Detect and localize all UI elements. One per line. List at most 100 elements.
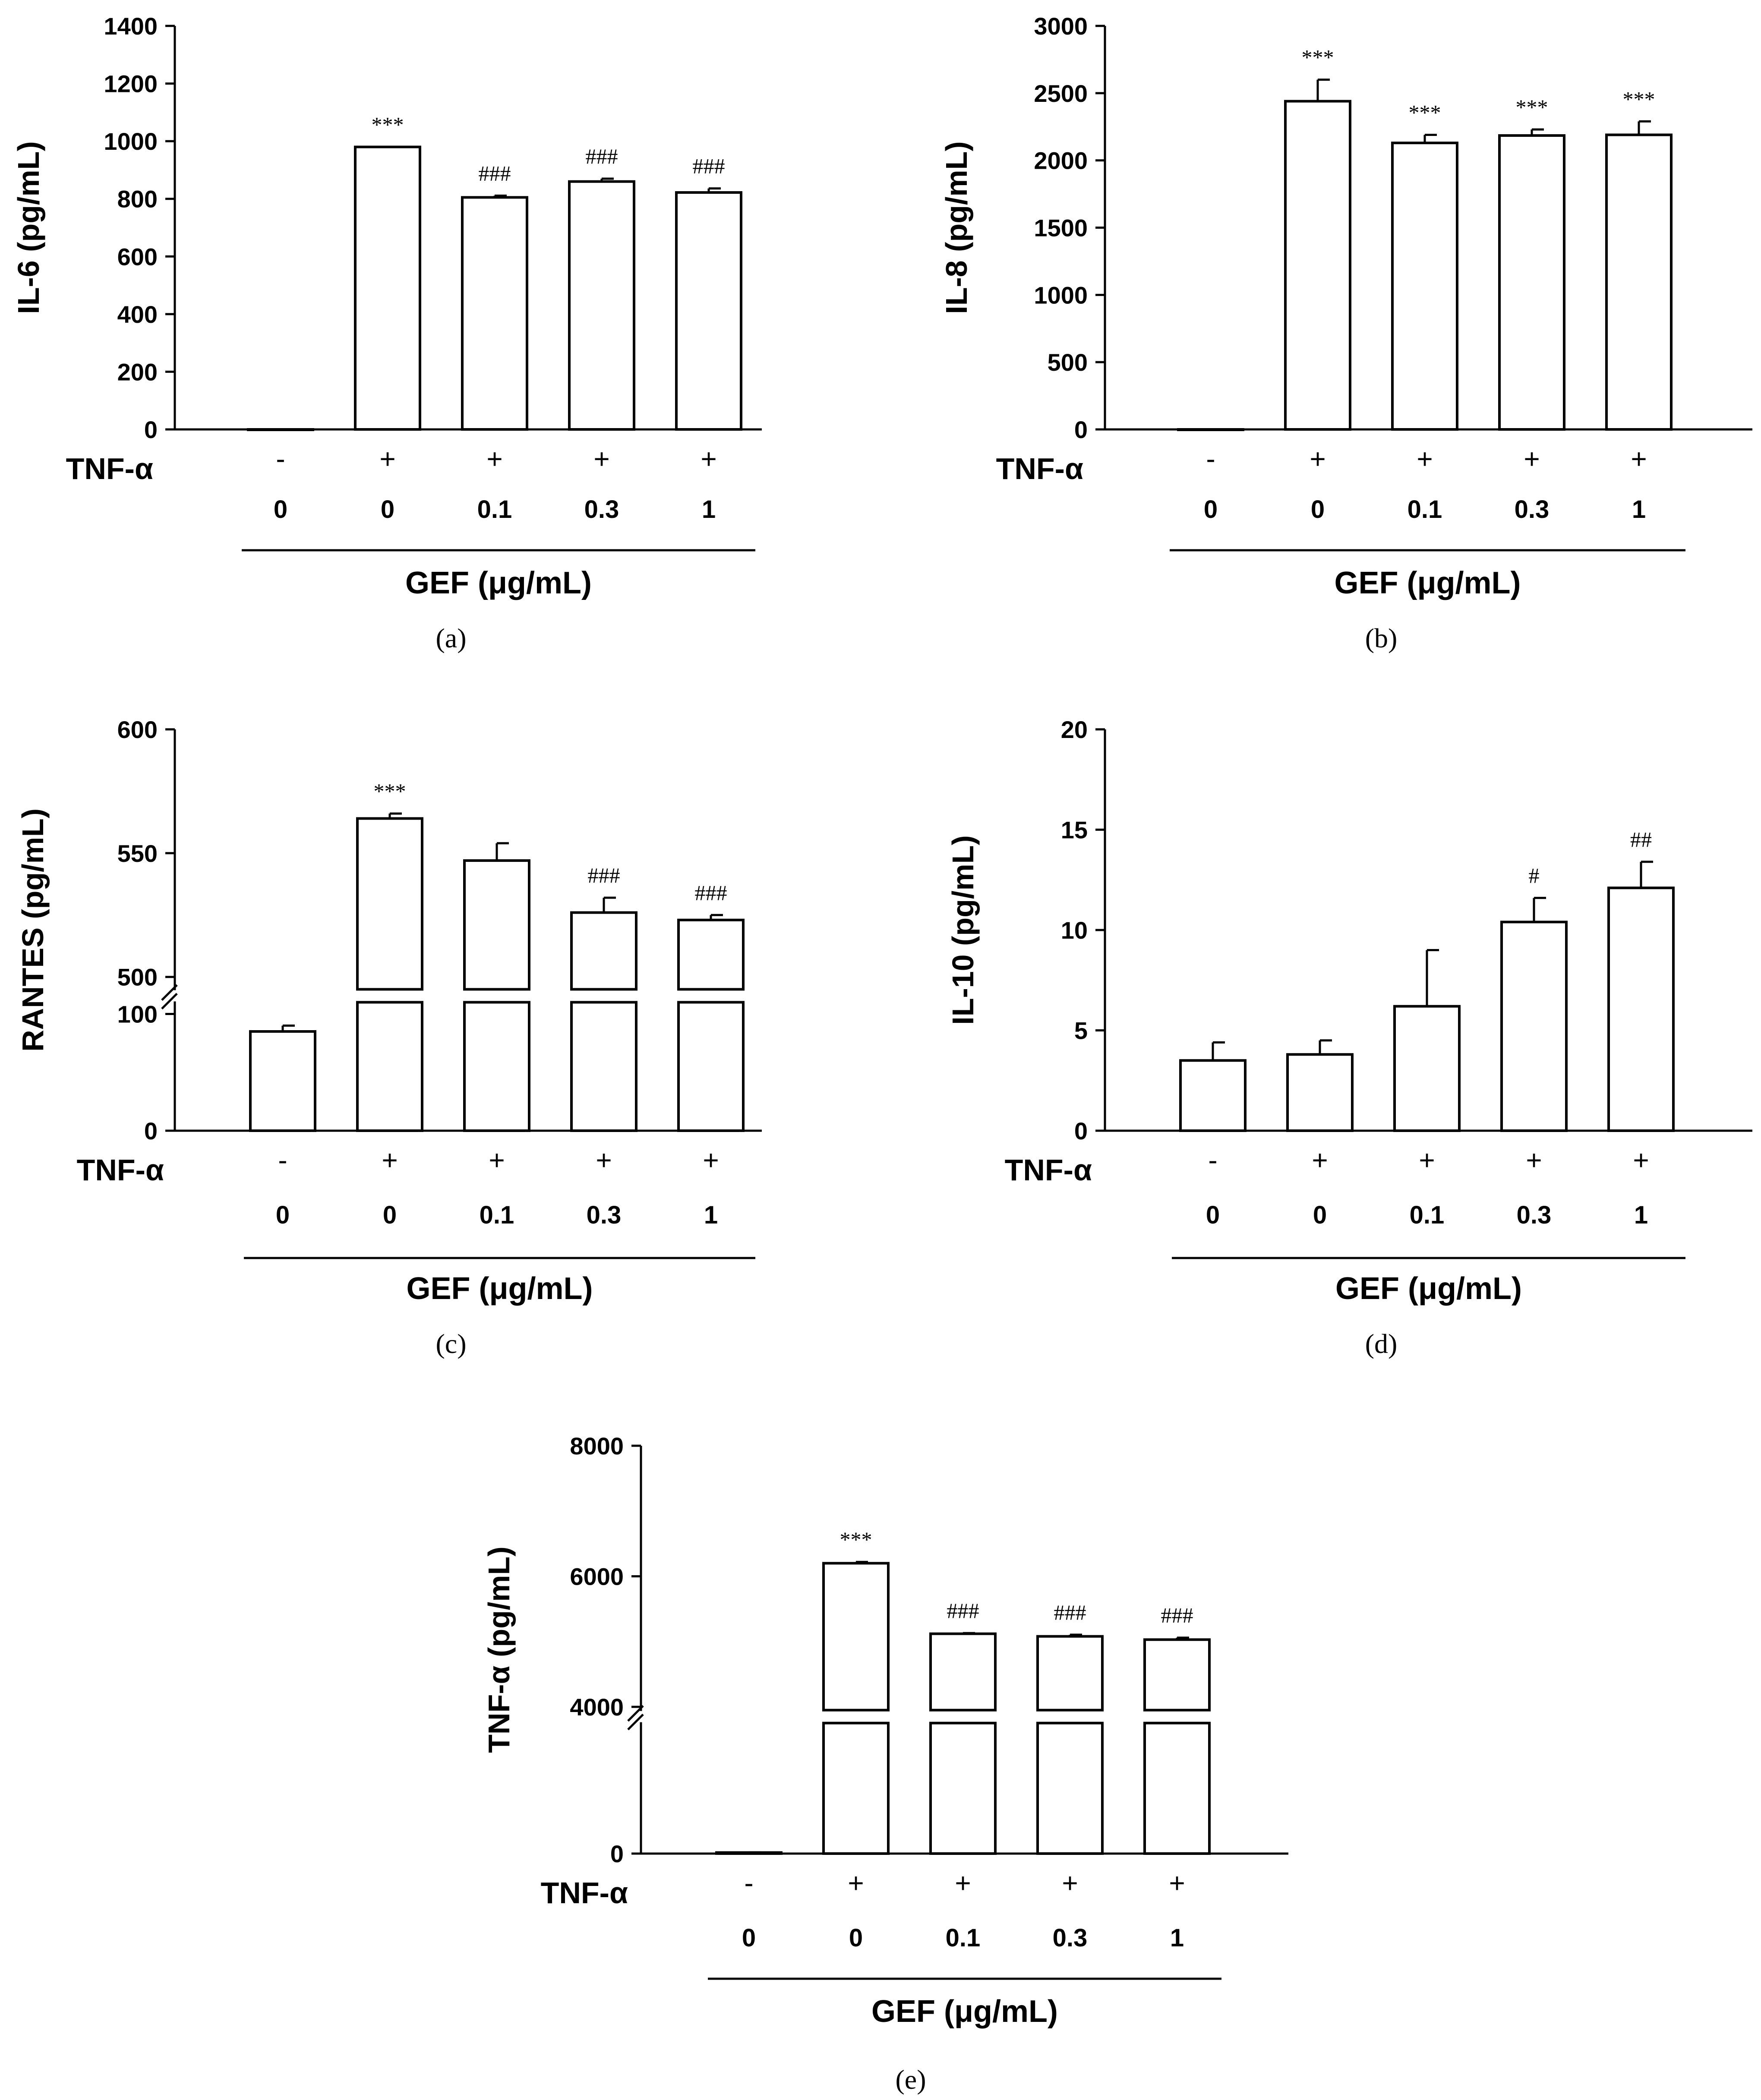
significance-label: ### (693, 154, 725, 178)
panel-a-chart: 0 200 400 600 800 1000 1200 1400 IL-6 (pg/mL) - 0 *… (12, 13, 762, 600)
gef-value: 0 (276, 1201, 290, 1229)
panel-tag-e: (e) (895, 2064, 926, 2095)
bar (1143, 1722, 1211, 1855)
bar (568, 180, 635, 431)
y-tick-label: 1400 (104, 13, 158, 40)
bar (247, 428, 314, 431)
gef-value: 0 (381, 495, 394, 523)
bar (1143, 1638, 1211, 1712)
y-tick-label: 0 (1074, 1117, 1088, 1145)
y-tick-label: 2500 (1034, 80, 1088, 107)
gef-value: 0.3 (1053, 1924, 1088, 1952)
y-tick-label: 100 (117, 1000, 158, 1028)
bar (822, 1722, 890, 1855)
significance-label: ### (695, 880, 727, 905)
axis-break-mark (161, 984, 178, 1001)
tnf-sign: + (486, 443, 502, 474)
gef-value: 1 (1634, 1201, 1648, 1229)
tnf-sign: + (1526, 1145, 1542, 1176)
y-tick-label: 500 (117, 964, 158, 991)
y-tick-label: 20 (1061, 716, 1088, 743)
tnf-sign: + (1419, 1145, 1435, 1176)
bar (356, 1001, 423, 1132)
bar (1498, 134, 1565, 431)
tnf-sign: + (1169, 1867, 1185, 1898)
gef-value: 0.3 (1517, 1201, 1552, 1229)
y-tick-label: 0 (144, 416, 158, 443)
bar (822, 1562, 890, 1712)
gef-group-label: GEF (μg/mL) (1335, 566, 1521, 600)
gef-value: 0.3 (587, 1201, 622, 1229)
tnf-sign: - (276, 443, 285, 474)
y-tick-label: 1000 (104, 128, 158, 155)
gef-value: 0 (1313, 1201, 1327, 1229)
bar (1393, 1005, 1461, 1132)
gef-value: 1 (702, 495, 716, 523)
bar (929, 1722, 997, 1855)
tnf-sign: + (955, 1867, 971, 1898)
y-tick-label: 1000 (1034, 281, 1088, 309)
significance-label: ### (947, 1599, 979, 1623)
tnf-sign: + (1312, 1145, 1328, 1176)
y-tick-label: 800 (117, 186, 158, 213)
y-tick-label: 400 (117, 301, 158, 328)
panel-tag-d: (d) (1365, 1328, 1398, 1359)
panel-b-chart: 0 500 1000 1500 2000 2500 3000 IL-8 (pg/mL) - 0 **… (940, 13, 1752, 600)
bar (463, 859, 530, 991)
gef-value: 0.1 (480, 1201, 514, 1229)
significance-label: *** (372, 113, 404, 137)
y-tick-label: 3000 (1034, 13, 1088, 40)
significance-label: ### (1054, 1600, 1086, 1624)
bar (463, 1001, 530, 1132)
y-axis-label: TNF-α (pg/mL) (482, 1546, 516, 1753)
significance-label: *** (374, 779, 406, 803)
significance-label: ### (1161, 1603, 1193, 1627)
panel-tag-c: (c) (436, 1328, 466, 1359)
panel-tag-a: (a) (436, 623, 466, 653)
bar (677, 1001, 745, 1132)
gef-value: 0 (1311, 495, 1325, 523)
significance-label: *** (840, 1527, 872, 1551)
tnf-sign: + (1310, 443, 1325, 474)
gef-value: 0 (274, 495, 287, 523)
significance-label: ### (479, 161, 511, 185)
gef-group-label: GEF (μg/mL) (1335, 1271, 1522, 1306)
bar (1036, 1635, 1104, 1712)
y-tick-label: 500 (1048, 349, 1088, 376)
bar (1179, 1059, 1247, 1132)
y-tick-label: 0 (144, 1117, 158, 1145)
axis-break-mark (627, 1713, 644, 1731)
bar (1500, 921, 1568, 1132)
significance-label: ## (1630, 827, 1652, 851)
bar (461, 196, 528, 431)
y-tick-label: 1500 (1034, 214, 1088, 242)
bar (1391, 142, 1458, 431)
tnf-sign: + (1524, 443, 1540, 474)
bar (1607, 886, 1675, 1132)
bar (675, 191, 742, 431)
bar (929, 1632, 997, 1712)
tnf-row-label: TNF-α (996, 452, 1083, 486)
gef-value: 0.3 (584, 495, 619, 523)
significance-label: *** (1623, 87, 1655, 111)
y-axis-label: IL-6 (pg/mL) (12, 141, 45, 314)
bar (1286, 1053, 1354, 1132)
y-tick-label: 200 (117, 358, 158, 385)
tnf-sign: + (489, 1145, 505, 1176)
gef-value: 0 (1204, 495, 1218, 523)
y-tick-label: 6000 (570, 1563, 624, 1590)
gef-value: 0.1 (1410, 1201, 1445, 1229)
y-tick-label: 0 (1074, 416, 1088, 443)
tnf-sign: + (701, 443, 716, 474)
tnf-row-label: TNF-α (66, 452, 153, 486)
panel-e-chart: 0 4000 6000 8000 TNF-α (pg/mL) - 0 *** +0 ### +0.1… (482, 1432, 1288, 2029)
y-tick-label: 600 (117, 243, 158, 270)
tnf-sign: - (278, 1145, 287, 1176)
tnf-sign: + (382, 1145, 398, 1176)
tnf-sign: + (379, 443, 395, 474)
y-axis-label: IL-10 (pg/mL) (946, 835, 980, 1025)
tnf-sign: + (1631, 443, 1647, 474)
gef-value: 0 (849, 1924, 863, 1952)
y-tick-label: 15 (1061, 817, 1088, 844)
